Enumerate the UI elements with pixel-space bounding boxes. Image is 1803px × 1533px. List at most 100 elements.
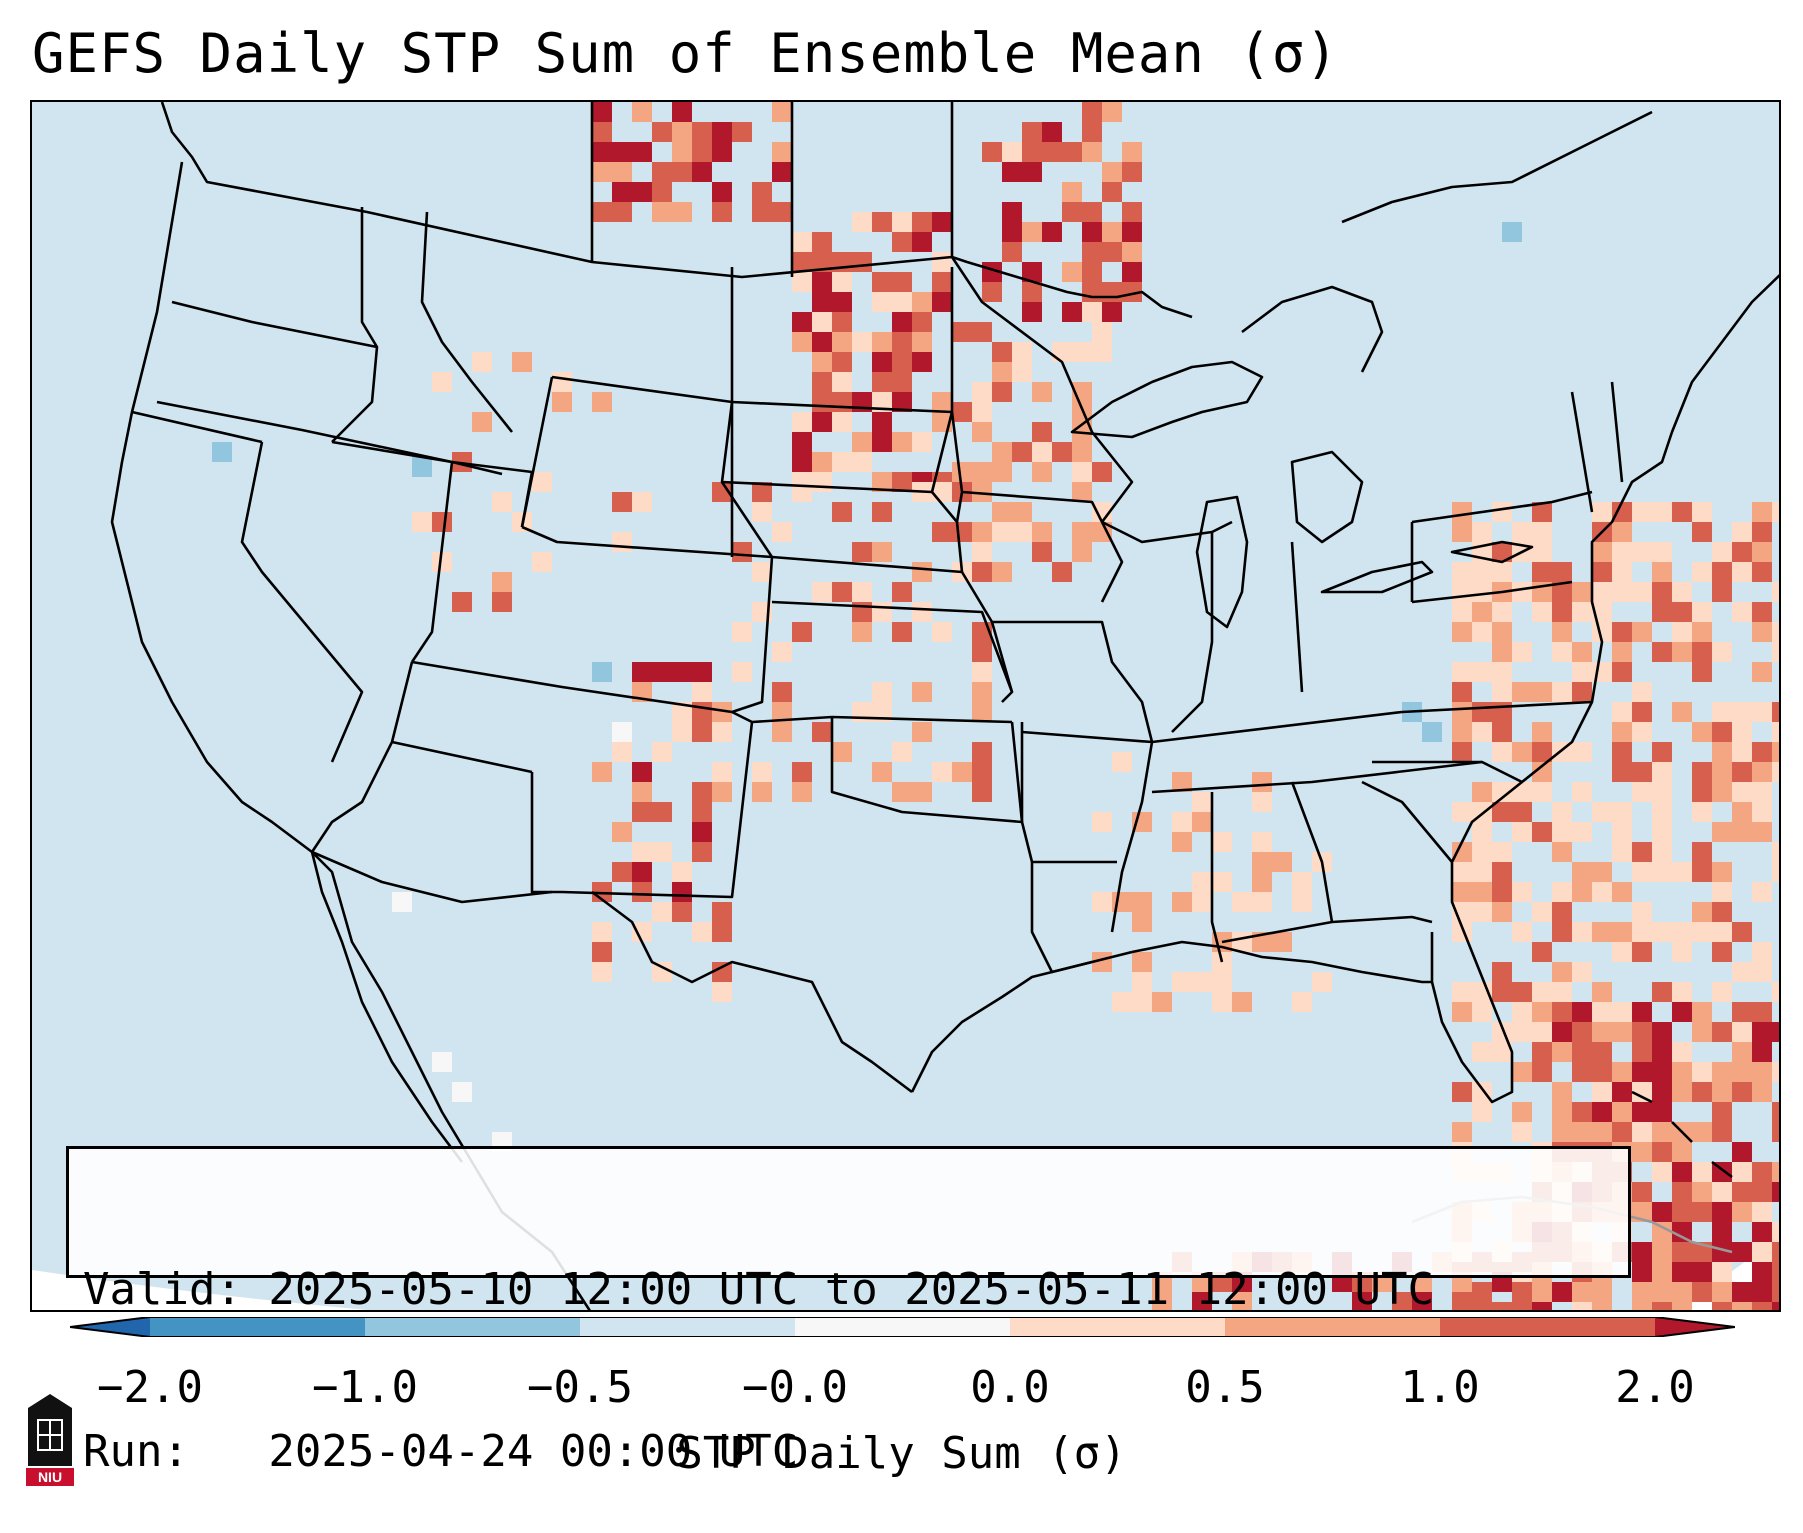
anomaly-pixel bbox=[1672, 1042, 1692, 1062]
anomaly-pixel bbox=[1612, 1002, 1632, 1022]
anomaly-pixel bbox=[1752, 962, 1772, 982]
anomaly-pixel bbox=[952, 402, 972, 422]
anomaly-pixel bbox=[852, 252, 872, 272]
anomaly-pixel bbox=[1532, 1002, 1552, 1022]
anomaly-pixel bbox=[1772, 702, 1779, 722]
anomaly-pixel bbox=[1022, 262, 1042, 282]
anomaly-pixel bbox=[672, 662, 692, 682]
anomaly-pixel bbox=[1652, 1202, 1672, 1222]
anomaly-pixel bbox=[1452, 1292, 1472, 1310]
anomaly-pixel bbox=[1552, 802, 1572, 822]
anomaly-pixel bbox=[932, 762, 952, 782]
anomaly-pixel bbox=[1492, 622, 1512, 642]
anomaly-pixel bbox=[1732, 1302, 1752, 1310]
anomaly-pixel bbox=[852, 452, 872, 472]
anomaly-pixel bbox=[1672, 1202, 1692, 1222]
anomaly-pixel bbox=[1052, 342, 1072, 362]
anomaly-pixel bbox=[592, 942, 612, 962]
anomaly-pixel bbox=[812, 292, 832, 312]
anomaly-pixel bbox=[1492, 642, 1512, 662]
anomaly-pixel bbox=[1752, 1182, 1772, 1202]
anomaly-pixel bbox=[1552, 902, 1572, 922]
anomaly-pixel bbox=[712, 482, 732, 502]
anomaly-pixel bbox=[1592, 1302, 1612, 1310]
anomaly-pixel bbox=[492, 592, 512, 612]
anomaly-pixel bbox=[1732, 1162, 1752, 1182]
border-ms-al bbox=[1210, 792, 1224, 963]
anomaly-pixel bbox=[992, 522, 1012, 542]
anomaly-pixel bbox=[792, 252, 812, 272]
anomaly-pixel bbox=[812, 352, 832, 372]
border-or-ca bbox=[131, 410, 263, 444]
anomaly-pixel bbox=[1472, 582, 1492, 602]
anomaly-pixel bbox=[1552, 842, 1572, 862]
anomaly-pixel bbox=[1632, 1242, 1652, 1262]
anomaly-pixel bbox=[1022, 222, 1042, 242]
lake-erie bbox=[1320, 560, 1434, 594]
anomaly-pixel bbox=[1032, 542, 1052, 562]
anomaly-pixel bbox=[1652, 1262, 1672, 1282]
anomaly-pixel bbox=[1652, 502, 1672, 522]
anomaly-pixel bbox=[1632, 1022, 1652, 1042]
anomaly-pixel bbox=[872, 542, 892, 562]
anomaly-pixel bbox=[792, 762, 812, 782]
border-nm bbox=[530, 721, 754, 899]
anomaly-pixel bbox=[1532, 942, 1552, 962]
anomaly-pixel bbox=[1092, 892, 1112, 912]
map-title: GEFS Daily STP Sum of Ensemble Mean (σ) bbox=[32, 22, 1339, 85]
anomaly-pixel bbox=[1492, 682, 1512, 702]
anomaly-pixel bbox=[1712, 1022, 1732, 1042]
anomaly-pixel bbox=[672, 102, 692, 122]
anomaly-pixel bbox=[1712, 1262, 1732, 1282]
anomaly-pixel bbox=[592, 662, 612, 682]
anomaly-pixel bbox=[812, 372, 832, 392]
anomaly-pixel bbox=[1122, 262, 1142, 282]
baja-coast bbox=[310, 851, 464, 1163]
border-wa-or bbox=[171, 300, 378, 349]
anomaly-pixel bbox=[712, 982, 732, 1002]
anomaly-pixel bbox=[1672, 622, 1692, 642]
anomaly-pixel bbox=[692, 142, 712, 162]
anomaly-pixel bbox=[612, 862, 632, 882]
anomaly-pixel bbox=[1092, 522, 1112, 542]
anomaly-pixel bbox=[1132, 912, 1152, 932]
anomaly-pixel bbox=[1102, 102, 1122, 122]
anomaly-pixel bbox=[1492, 742, 1512, 762]
anomaly-pixel bbox=[1172, 892, 1192, 912]
anomaly-pixel bbox=[1512, 642, 1532, 662]
anomaly-pixel bbox=[1732, 962, 1752, 982]
anomaly-pixel bbox=[1652, 822, 1672, 842]
anomaly-pixel bbox=[1572, 962, 1592, 982]
border-tx-la bbox=[1020, 821, 1093, 974]
anomaly-pixel bbox=[892, 472, 912, 492]
anomaly-pixel bbox=[1772, 1022, 1779, 1042]
anomaly-pixel bbox=[1752, 1222, 1772, 1242]
anomaly-pixel bbox=[892, 432, 912, 452]
anomaly-pixel bbox=[772, 642, 792, 662]
off-map-corner-left bbox=[32, 1270, 367, 1310]
anomaly-pixel bbox=[892, 782, 912, 802]
anomaly-pixel bbox=[1712, 942, 1732, 962]
anomaly-pixel bbox=[1192, 892, 1212, 912]
anomaly-pixel bbox=[1732, 1002, 1752, 1022]
anomaly-pixel bbox=[1532, 782, 1552, 802]
anomaly-pixel bbox=[1072, 342, 1092, 362]
anomaly-pixel bbox=[1632, 542, 1652, 562]
st-lawrence bbox=[1341, 110, 1653, 224]
anomaly-pixel bbox=[832, 392, 852, 412]
border-az-nm-north bbox=[391, 740, 533, 774]
anomaly-pixel bbox=[1712, 782, 1732, 802]
anomaly-pixel bbox=[1452, 662, 1472, 682]
anomaly-pixel bbox=[1082, 302, 1102, 322]
anomaly-pixel bbox=[1612, 1102, 1632, 1122]
anomaly-pixel bbox=[772, 142, 792, 162]
anomaly-pixel bbox=[1692, 922, 1712, 942]
anomaly-pixel bbox=[792, 622, 812, 642]
anomaly-pixel bbox=[652, 842, 672, 862]
anomaly-pixel bbox=[852, 432, 872, 452]
anomaly-pixel bbox=[1612, 762, 1632, 782]
anomaly-pixel bbox=[972, 422, 992, 442]
anomaly-pixel bbox=[1752, 1002, 1772, 1022]
anomaly-pixel bbox=[1572, 642, 1592, 662]
anomaly-pixel bbox=[1452, 502, 1472, 522]
